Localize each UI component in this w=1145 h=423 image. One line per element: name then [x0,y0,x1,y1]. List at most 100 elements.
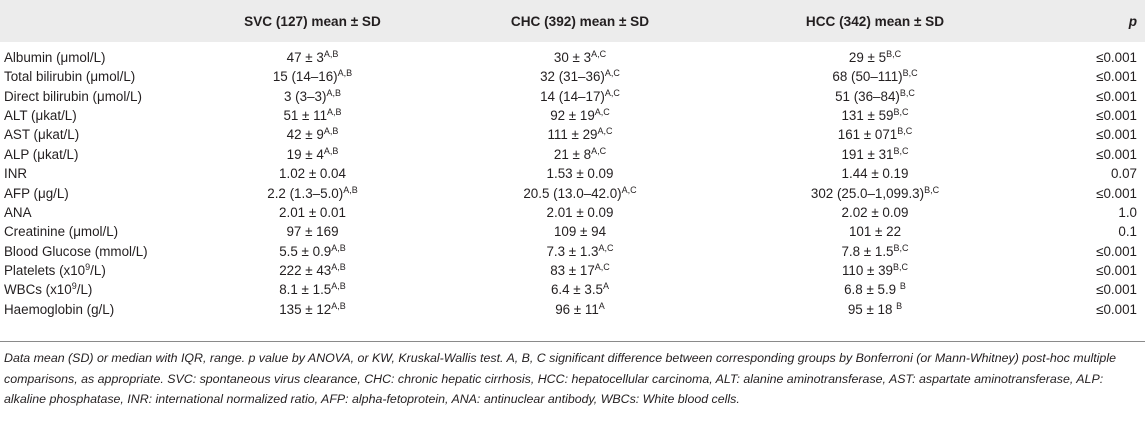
chc-value-cell: 7.3 ± 1.3A,C [435,242,725,261]
svc-value: 2.01 ± 0.01 [279,204,346,220]
table-row: INR 1.02 ± 0.04 1.53 ± 0.09 1.44 ± 0.19 0.07 [0,164,1145,183]
p-value: 0.07 [1110,166,1137,182]
chc-value-cell: 2.01 ± 0.09 [435,203,725,222]
svc-value: 1.02 ± 0.04 [279,166,346,182]
svc-significance-marker: A,B [331,242,346,253]
chc-value-cell: 14 (14–17)A,C [435,86,725,105]
svc-significance-marker: A,B [331,281,346,292]
table-row: Platelets (x109/L) 222 ± 43A,B 83 ± 17A,C 1… [0,261,1145,280]
hcc-value: 302 (25.0–1,099.3) [810,185,925,201]
hcc-significance-marker: B,C [897,126,913,137]
chc-value: 92 ± 19 [550,107,595,123]
hcc-value-cell: 68 (50–111)B,C [725,67,1025,86]
row-label-text: Creatinine (μmol/L) [4,224,119,240]
chc-value-cell: 1.53 ± 0.09 [435,164,725,183]
chc-value-cell: 111 ± 29A,C [435,125,725,144]
row-label-text: AST (μkat/L) [4,127,80,143]
p-value: ≤0.001 [1096,127,1137,143]
table-row: Haemoglobin (g/L) 135 ± 12A,B 96 ± 11A 95 ±… [0,300,1145,319]
chc-value: 20.5 (13.0–42.0) [523,185,622,201]
row-label-text: Blood Glucose (mmol/L) [4,243,148,259]
svc-value-cell: 135 ± 12A,B [190,300,435,319]
hcc-value: 68 (50–111) [832,69,903,85]
svc-value: 5.5 ± 0.9 [279,243,332,259]
hcc-significance-marker: B,C [893,106,909,117]
hcc-value-cell: 6.8 ± 5.9 B [725,280,1025,299]
hcc-significance-marker: B,C [902,68,918,79]
row-label-unit-tail: /L) [76,282,93,298]
svc-value: 19 ± 4 [286,146,324,162]
p-value: ≤0.001 [1096,107,1137,123]
p-value: ≤0.001 [1096,50,1137,65]
svc-value: 3 (3–3) [284,88,327,104]
chc-significance-marker: A,C [621,184,637,195]
svc-significance-marker: A,B [331,300,346,311]
svc-value-cell: 2.01 ± 0.01 [190,203,435,222]
hcc-significance-marker: B,C [893,145,909,156]
row-label-text: INR [4,166,28,182]
svc-value-cell: 2.2 (1.3–5.0)A,B [190,183,435,202]
table-header: SVC (127) mean ± SD CHC (392) mean ± SD … [0,0,1145,42]
chc-value: 7.3 ± 1.3 [546,243,599,259]
lab-values-table: SVC (127) mean ± SD CHC (392) mean ± SD … [0,0,1145,319]
hcc-value: 131 ± 59 [841,107,894,123]
hcc-value: 29 ± 5 [848,50,887,65]
row-label: Direct bilirubin (μmol/L) [0,86,190,105]
table-row: ALP (μkat/L) 19 ± 4A,B 21 ± 8A,C 191 ± 31B,… [0,145,1145,164]
row-label-text: Platelets (x10 [4,263,86,279]
chc-value: 6.4 ± 3.5 [550,282,603,298]
table-row: Total bilirubin (μmol/L) 15 (14–16)A,B 32 … [0,67,1145,86]
table-row: Creatinine (μmol/L) 97 ± 169 109 ± 94 101 ±… [0,222,1145,241]
table-row: Direct bilirubin (μmol/L) 3 (3–3)A,B 14 (1… [0,86,1145,105]
header-svc: SVC (127) mean ± SD [244,13,381,29]
chc-significance-marker: A,C [604,68,620,79]
row-label-exponent: 9 [85,262,91,273]
svc-value-cell: 5.5 ± 0.9A,B [190,242,435,261]
chc-significance-marker: A [598,300,605,311]
chc-value: 32 (31–36) [540,69,605,85]
chc-value-cell: 109 ± 94 [435,222,725,241]
svc-value-cell: 97 ± 169 [190,222,435,241]
chc-value-cell: 96 ± 11A [435,300,725,319]
svc-value: 97 ± 169 [286,224,339,240]
table-footnote: Data mean (SD) or median with IQR, range… [4,351,1116,406]
hcc-value-cell: 2.02 ± 0.09 [725,203,1025,222]
row-label: AST (μkat/L) [0,125,190,144]
row-label-text: ALP (μkat/L) [4,146,79,162]
chc-value: 109 ± 94 [553,224,607,240]
table-row: AFP (μg/L) 2.2 (1.3–5.0)A,B 20.5 (13.0–42.… [0,183,1145,202]
chc-significance-marker: A,C [594,262,610,273]
row-label: WBCs (x109/L) [0,280,190,299]
svc-significance-marker: A,B [327,106,342,117]
row-label: ALT (μkat/L) [0,106,190,125]
p-value: ≤0.001 [1096,263,1137,279]
hcc-significance-marker: B,C [924,184,940,195]
svc-significance-marker: A,B [337,68,353,79]
p-value: 1.0 [1118,204,1137,220]
p-value: ≤0.001 [1096,69,1137,85]
hcc-value-cell: 302 (25.0–1,099.3)B,C [725,183,1025,202]
row-label: Haemoglobin (g/L) [0,300,190,319]
hcc-significance-marker: B [899,281,906,292]
chc-value-cell: 30 ± 3A,C [435,42,725,67]
p-value: ≤0.001 [1096,282,1137,298]
svc-value: 47 ± 3 [286,50,324,65]
hcc-significance-marker: B,C [899,87,915,98]
chc-value: 14 (14–17) [540,88,605,104]
hcc-value: 101 ± 22 [848,224,902,240]
table-row: Albumin (μmol/L) 47 ± 3A,B 30 ± 3A,C 29 ± 5… [0,42,1145,67]
table-body: Albumin (μmol/L) 47 ± 3A,B 30 ± 3A,C 29 ± 5… [0,42,1145,319]
hcc-significance-marker: B,C [893,242,909,253]
table-row: ALT (μkat/L) 51 ± 11A,B 92 ± 19A,C 131 ± 59… [0,106,1145,125]
hcc-significance-marker: B [896,300,903,311]
svc-value-cell: 8.1 ± 1.5A,B [190,280,435,299]
hcc-value-cell: 95 ± 18 B [725,300,1025,319]
svc-value: 2.2 (1.3–5.0) [267,185,344,201]
table-row: Blood Glucose (mmol/L) 5.5 ± 0.9A,B 7.3 ± … [0,242,1145,261]
row-label: Blood Glucose (mmol/L) [0,242,190,261]
row-label: ANA [0,203,190,222]
svc-value-cell: 51 ± 11A,B [190,106,435,125]
hcc-value: 1.44 ± 0.19 [841,166,909,182]
header-hcc: HCC (342) mean ± SD [805,13,945,29]
svc-value: 42 ± 9 [286,127,324,143]
